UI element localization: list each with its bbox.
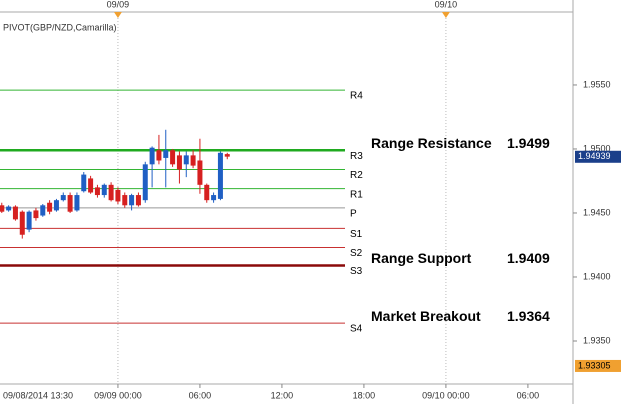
start-label: 09/08/2014 13:30 <box>3 390 73 400</box>
candle-body <box>135 195 141 206</box>
candle-body <box>94 187 100 196</box>
candle-body <box>81 174 87 192</box>
candle-body <box>0 205 5 212</box>
candle-body <box>176 155 182 170</box>
y-tick-label: 1.9550 <box>583 79 611 89</box>
candle-body <box>74 195 80 211</box>
low-marker-box <box>575 359 621 372</box>
annotation-label: Range Resistance <box>371 135 492 151</box>
candle-body <box>108 184 114 201</box>
candle-body <box>197 160 203 185</box>
x-tick-label: 12:00 <box>271 390 294 400</box>
pivot-label: R2 <box>350 170 363 181</box>
day-marker <box>441 12 450 18</box>
candle-body <box>101 184 107 196</box>
candle-body <box>53 200 59 211</box>
candle-body <box>40 205 46 216</box>
y-tick-label: 1.9450 <box>583 207 611 217</box>
candle-body <box>122 195 128 206</box>
candle-body <box>183 155 189 165</box>
candle-body <box>12 206 18 220</box>
candle-body <box>170 150 176 165</box>
annotation-value: 1.9499 <box>507 135 550 151</box>
pivot-label: S4 <box>350 324 363 335</box>
y-tick-label: 1.9350 <box>583 335 611 345</box>
candle-body <box>6 206 12 211</box>
pivot-label: R4 <box>350 91 363 102</box>
x-tick-label: 06:00 <box>517 390 540 400</box>
annotation-value: 1.9364 <box>507 308 550 324</box>
candle-body <box>88 178 94 193</box>
annotation-value: 1.9409 <box>507 250 550 266</box>
x-tick-label: 09/10 00:00 <box>422 390 470 400</box>
pivot-label: S2 <box>350 248 363 259</box>
candle-body <box>67 195 73 212</box>
pivot-label: R3 <box>350 151 363 162</box>
candle-body <box>156 150 162 161</box>
candle-body <box>115 189 121 202</box>
day-marker <box>113 12 122 18</box>
day-label: 09/09 <box>107 0 130 9</box>
day-label: 09/10 <box>435 0 458 9</box>
last-price-label: 1.94939 <box>578 151 611 161</box>
pivot-label: P <box>350 208 357 219</box>
low-marker-label: 1.93305 <box>578 360 611 370</box>
annotation-label: Market Breakout <box>371 308 481 324</box>
candle-body <box>19 211 25 235</box>
last-price-box <box>575 150 621 163</box>
x-tick-label: 18:00 <box>353 390 376 400</box>
pivot-label: R1 <box>350 189 363 200</box>
candle-body <box>47 202 53 212</box>
candle-body <box>33 210 39 219</box>
indicator-label: PIVOT(GBP/NZD,Camarilla) <box>3 22 117 32</box>
candle-body <box>211 195 217 201</box>
candle-body <box>204 184 210 201</box>
candle-body <box>190 155 196 166</box>
candle-body <box>163 150 169 158</box>
candle-body <box>217 152 223 199</box>
x-tick-label: 06:00 <box>189 390 212 400</box>
annotation-label: Range Support <box>371 250 472 266</box>
y-tick-label: 1.9400 <box>583 271 611 281</box>
candle-body <box>224 154 230 157</box>
candle-body <box>142 164 148 201</box>
pivot-label: S3 <box>350 266 363 277</box>
x-tick-label: 09/09 00:00 <box>94 390 142 400</box>
candle-body <box>60 195 66 201</box>
candle-body <box>26 211 32 230</box>
candle-body <box>129 195 135 206</box>
y-tick-label: 1.9500 <box>583 143 611 153</box>
candle-body <box>149 147 155 165</box>
pivot-label: S1 <box>350 229 363 240</box>
